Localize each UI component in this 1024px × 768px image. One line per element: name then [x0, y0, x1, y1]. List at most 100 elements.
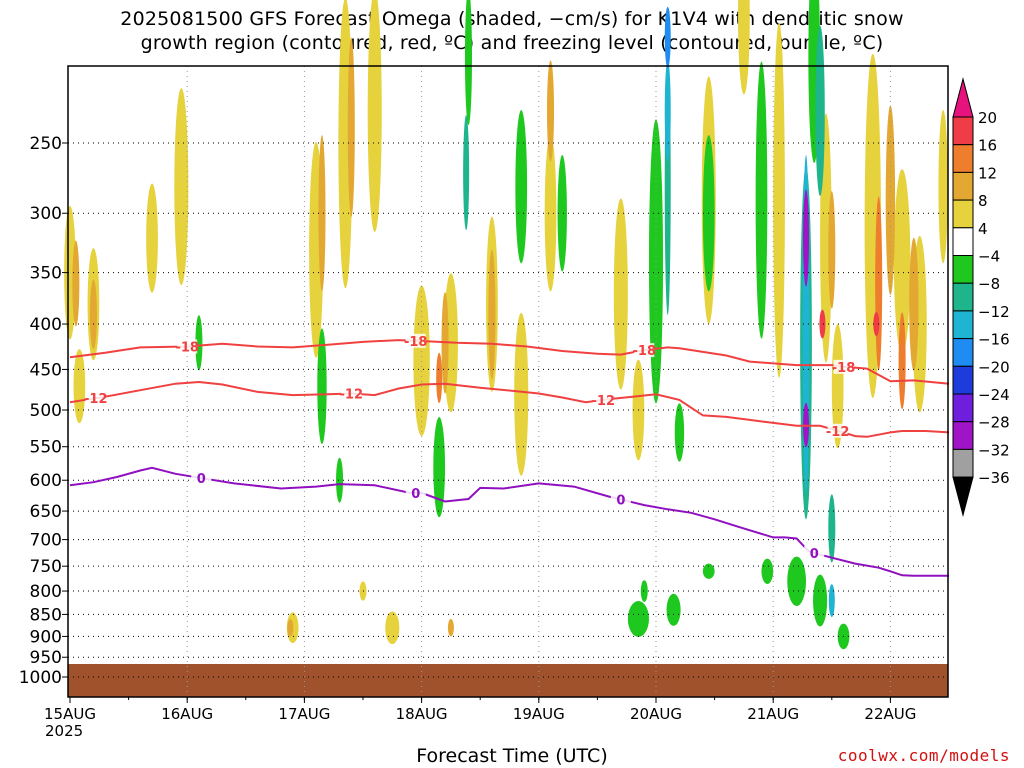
- contour-label-bg: [804, 545, 825, 560]
- omega-blob: [875, 196, 883, 371]
- axes-layer: 2503003504004505005506006507007508008509…: [19, 65, 949, 723]
- contour-label: -18: [175, 340, 199, 355]
- omega-blob: [813, 574, 828, 627]
- grid-layer: [68, 66, 948, 697]
- colorbar-label: −32: [978, 441, 1010, 459]
- y-tick-label: 950: [30, 648, 62, 668]
- omega-blob: [815, 25, 825, 196]
- ground-layer: [68, 664, 948, 697]
- colorbar-swatch: [952, 338, 974, 367]
- contour-label-bg: [827, 423, 848, 438]
- contour-label: 0: [197, 472, 206, 487]
- colorbar-swatch: [952, 310, 974, 340]
- y-tick-label: 550: [30, 438, 62, 458]
- omega-blob: [447, 619, 454, 637]
- colorbar-top-arrow: [952, 77, 974, 118]
- omega-blob: [664, 6, 671, 68]
- omega-blob: [547, 60, 555, 162]
- omega-blob: [488, 249, 496, 380]
- omega-blob: [72, 240, 80, 327]
- contour-label: -18: [404, 335, 428, 350]
- y-tick-label: 400: [30, 315, 62, 335]
- contour-label-bg: [405, 485, 426, 500]
- contour-label: 0: [616, 493, 625, 508]
- omega-blob: [819, 309, 826, 339]
- x-tick-label: 22AUG: [864, 705, 916, 723]
- colorbar-label: 8: [978, 192, 988, 210]
- omega-blob: [938, 109, 948, 264]
- plot-frame: [67, 65, 949, 698]
- y-tick-label: 300: [30, 204, 62, 224]
- omega-blob: [347, 37, 355, 218]
- y-tick-label: 500: [30, 401, 62, 421]
- contour-label-bg: [191, 471, 212, 486]
- colorbar-swatch: [952, 227, 974, 257]
- contour-label-bg: [833, 359, 854, 374]
- colorbar-label: −28: [978, 414, 1010, 432]
- omega-blob: [885, 105, 896, 296]
- colorbar-label: −12: [978, 303, 1010, 321]
- x-tick-label: 16AUG: [161, 705, 213, 723]
- contour-line: [69, 339, 950, 385]
- omega-blob: [803, 189, 810, 287]
- omega-blob: [544, 135, 557, 292]
- omega-blob: [702, 563, 715, 579]
- x-tick-label: 15AUG: [44, 705, 96, 723]
- colorbar-label: −36: [978, 469, 1010, 487]
- omega-blob: [463, 115, 470, 231]
- omega-blob: [146, 183, 158, 293]
- colorbar-label: 20: [978, 109, 997, 127]
- omega-blob: [287, 619, 294, 637]
- colorbar-label: −16: [978, 331, 1010, 349]
- omega-blob: [674, 403, 685, 462]
- omega-blob: [666, 593, 681, 626]
- colorbar-swatch: [952, 448, 974, 478]
- omega-blob: [873, 312, 880, 337]
- omega-blob: [909, 237, 919, 371]
- omega-blob: [514, 312, 529, 476]
- omega-blob: [893, 169, 911, 354]
- x-axis-title: Forecast Time (UTC): [416, 745, 608, 767]
- y-tick-label: 350: [30, 264, 62, 284]
- contour-line: [69, 380, 950, 438]
- colorbar-label: 16: [978, 137, 997, 155]
- contour-label-bg: [634, 343, 655, 358]
- omega-blob: [828, 584, 835, 618]
- y-tick-label: 250: [30, 134, 62, 154]
- omega-blob: [557, 155, 567, 272]
- contour-label: -12: [826, 425, 850, 440]
- x-tick-label: 19AUG: [513, 705, 565, 723]
- colorbar-swatch: [952, 144, 974, 173]
- ground-surface: [68, 664, 948, 697]
- colorbar-bottom-arrow: [952, 476, 974, 518]
- x-tick-label: 17AUG: [278, 705, 330, 723]
- x-tick-label: 18AUG: [396, 705, 448, 723]
- x-tick-label: 21AUG: [747, 705, 799, 723]
- omega-blob: [318, 135, 326, 292]
- omega-blob: [828, 494, 836, 563]
- colorbar-label: −20: [978, 358, 1010, 376]
- omega-blob: [515, 109, 528, 264]
- contour-label-bg: [593, 392, 614, 407]
- y-tick-label: 700: [30, 531, 62, 551]
- colorbar-label: 4: [978, 220, 988, 238]
- x-axis-year-label: 2025: [45, 722, 84, 740]
- chart-title-line1: 2025081500 GFS Forecast Omega (shaded, −…: [120, 8, 904, 30]
- omega-blob: [640, 580, 648, 602]
- y-tick-label: 900: [30, 627, 62, 647]
- credit-link[interactable]: coolwx.com/models: [837, 746, 1010, 765]
- omega-blob: [317, 328, 327, 444]
- y-tick-label: 600: [30, 471, 62, 491]
- y-tick-label: 850: [30, 605, 62, 625]
- contour-label: -12: [592, 394, 616, 409]
- omega-blob: [898, 312, 906, 410]
- contour-label-bg: [85, 391, 106, 406]
- omega-blob: [738, 0, 750, 95]
- omega-blob: [755, 61, 768, 339]
- omega-blob: [664, 60, 671, 162]
- omega-blob: [627, 600, 649, 637]
- omega-blob: [367, 0, 382, 232]
- colorbar-swatch: [952, 393, 974, 423]
- colorbar-swatch: [952, 255, 974, 284]
- omega-blob: [413, 285, 430, 437]
